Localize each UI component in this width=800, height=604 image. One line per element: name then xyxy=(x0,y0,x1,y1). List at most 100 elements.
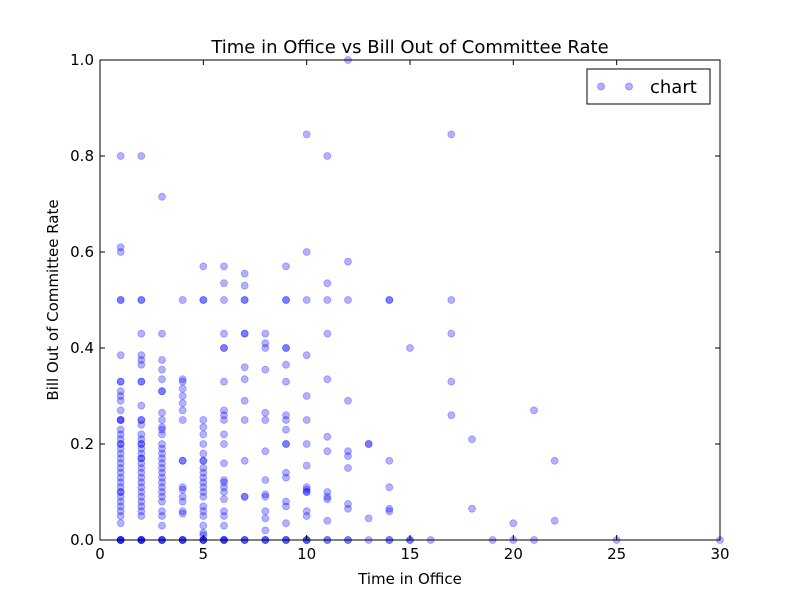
data-point xyxy=(158,387,166,396)
data-point xyxy=(199,296,208,304)
data-point xyxy=(137,478,146,487)
data-point xyxy=(261,476,270,484)
data-point xyxy=(220,440,228,448)
data-point xyxy=(137,483,146,492)
data-point xyxy=(116,512,125,520)
x-tick-label: 10 xyxy=(297,545,316,563)
data-point xyxy=(116,468,125,477)
data-point xyxy=(116,492,125,501)
data-point xyxy=(158,507,166,516)
data-point xyxy=(199,502,208,511)
data-point xyxy=(137,454,146,463)
data-point xyxy=(385,483,394,492)
x-tick-label: 5 xyxy=(199,545,209,563)
data-point xyxy=(178,416,187,424)
data-point xyxy=(364,440,373,448)
data-point xyxy=(199,440,208,448)
data-point xyxy=(323,329,332,338)
data-point xyxy=(158,423,166,432)
data-point xyxy=(282,497,290,506)
data-point xyxy=(220,478,228,487)
y-tick-label: 0.8 xyxy=(70,147,94,165)
y-axis-label: Bill Out of Committee Rate xyxy=(44,199,62,400)
data-point xyxy=(282,468,290,477)
data-point xyxy=(344,500,352,508)
data-point xyxy=(220,521,228,530)
data-point xyxy=(158,192,166,201)
data-point xyxy=(137,356,146,364)
data-point xyxy=(199,473,208,482)
data-point xyxy=(220,296,228,304)
data-point xyxy=(137,435,146,444)
data-point xyxy=(220,495,228,504)
data-point xyxy=(302,488,311,496)
x-tick-label: 0 xyxy=(95,545,105,563)
data-point xyxy=(158,430,166,439)
data-point xyxy=(323,447,332,456)
data-point xyxy=(158,459,166,468)
data-point xyxy=(282,411,290,420)
data-point xyxy=(116,416,125,424)
data-point xyxy=(158,416,166,424)
data-point xyxy=(468,435,476,444)
data-point xyxy=(282,344,290,352)
data-point xyxy=(116,507,125,516)
data-point xyxy=(116,440,125,448)
data-point xyxy=(199,416,208,424)
data-point xyxy=(116,243,125,252)
data-point xyxy=(137,454,146,463)
data-point xyxy=(344,452,352,460)
data-point xyxy=(240,329,249,338)
data-point xyxy=(178,492,187,501)
data-point xyxy=(137,329,146,338)
data-point xyxy=(158,468,166,477)
data-point xyxy=(302,351,311,360)
data-point xyxy=(364,440,373,448)
data-point xyxy=(240,281,249,290)
data-point xyxy=(282,296,290,304)
x-tick-label: 15 xyxy=(400,545,419,563)
data-point xyxy=(116,497,125,506)
data-point xyxy=(261,447,270,456)
data-point xyxy=(158,365,166,374)
data-point xyxy=(282,296,290,304)
data-point xyxy=(178,456,187,465)
data-point xyxy=(468,504,476,513)
data-point xyxy=(199,456,208,465)
data-point xyxy=(199,512,208,520)
data-point xyxy=(282,416,290,424)
data-point xyxy=(116,377,125,386)
data-point xyxy=(282,262,290,271)
data-point xyxy=(302,461,311,470)
data-point xyxy=(282,473,290,482)
data-point xyxy=(199,468,208,477)
data-point xyxy=(550,456,559,465)
data-point xyxy=(116,351,125,360)
data-point xyxy=(220,476,228,484)
data-point xyxy=(199,521,208,530)
data-point xyxy=(240,456,249,465)
data-point xyxy=(116,488,125,496)
y-tick-label: 0.2 xyxy=(70,435,94,453)
data-point xyxy=(116,502,125,511)
data-point xyxy=(116,488,125,496)
x-tick-label: 25 xyxy=(607,545,626,563)
data-point xyxy=(323,488,332,496)
legend: chart xyxy=(586,68,711,105)
data-point xyxy=(116,425,125,434)
data-point xyxy=(240,375,249,384)
data-point xyxy=(116,459,125,468)
data-point xyxy=(302,483,311,492)
data-point xyxy=(137,512,146,520)
data-point xyxy=(116,296,125,304)
chart-title: Time in Office vs Bill Out of Committee … xyxy=(210,37,608,58)
data-point xyxy=(158,464,166,472)
data-point xyxy=(116,396,125,405)
data-point xyxy=(240,396,249,405)
data-point xyxy=(261,365,270,374)
data-point xyxy=(302,440,311,448)
data-point xyxy=(137,507,146,516)
x-axis-label: Time in Office xyxy=(357,570,462,588)
